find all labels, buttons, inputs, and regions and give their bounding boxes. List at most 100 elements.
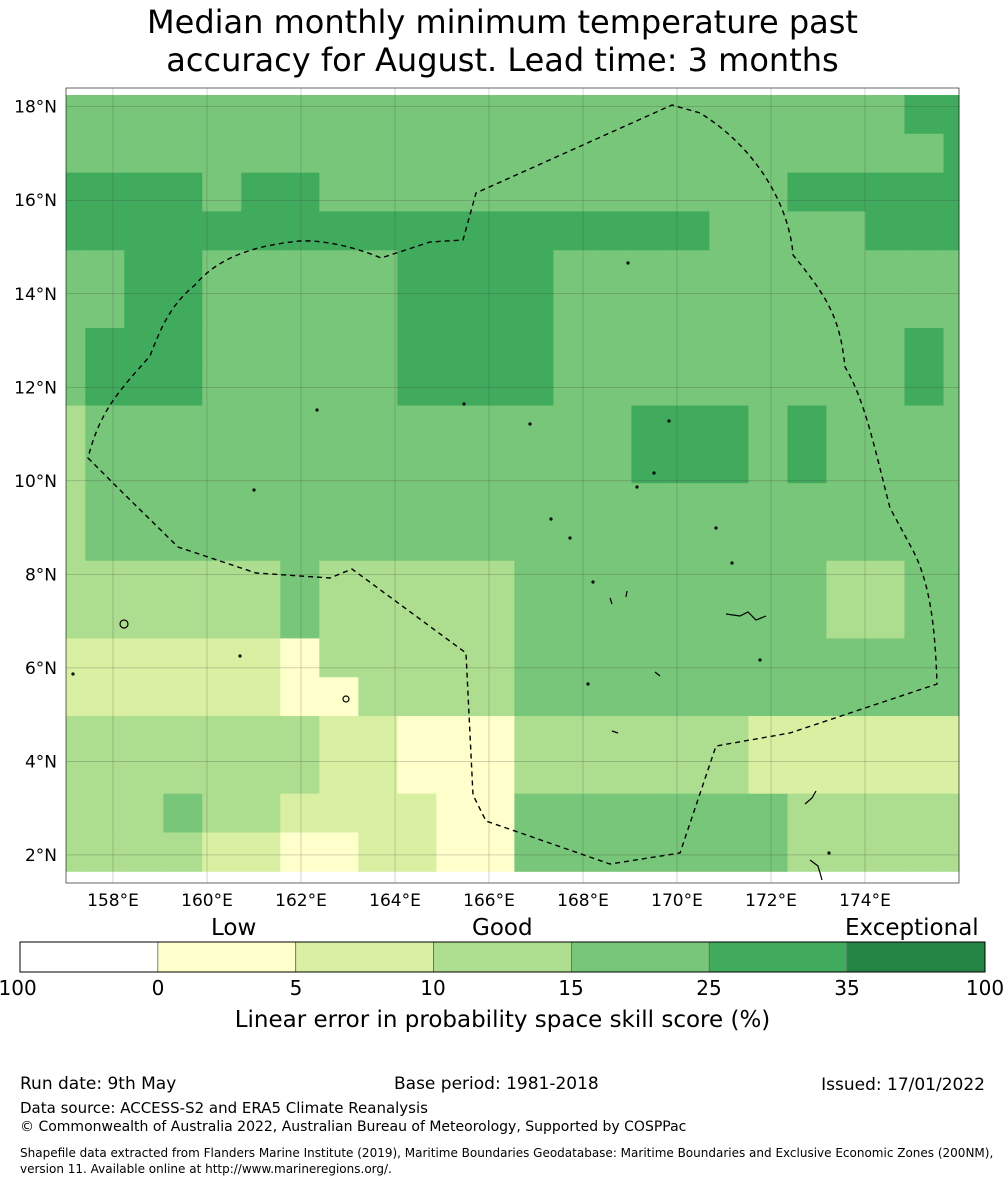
skill-cell xyxy=(319,327,359,368)
skill-cell xyxy=(475,716,515,756)
skill-cell xyxy=(241,754,281,795)
skill-cell xyxy=(709,832,749,872)
skill-cell xyxy=(280,716,320,756)
skill-cell xyxy=(631,405,671,445)
skill-cell xyxy=(826,638,866,678)
skill-cell xyxy=(631,95,671,135)
skill-cell xyxy=(904,754,944,795)
skill-cell xyxy=(943,250,960,290)
skill-cell xyxy=(709,754,749,795)
longitude-tick-label: 170°E xyxy=(651,891,703,911)
skill-cell xyxy=(241,95,281,135)
skill-cell xyxy=(66,172,86,212)
skill-cell xyxy=(943,327,960,368)
skill-cell xyxy=(553,289,593,329)
skill-cell xyxy=(553,754,593,795)
skill-cell xyxy=(124,832,164,872)
skill-cell xyxy=(241,289,281,329)
skill-cell xyxy=(124,327,164,368)
skill-cell xyxy=(241,560,281,601)
skill-cell xyxy=(202,133,242,174)
skill-cell xyxy=(85,444,125,484)
skill-cell xyxy=(319,250,359,290)
run-date: Run date: 9th May xyxy=(20,1074,177,1094)
skill-cell xyxy=(709,638,749,678)
skill-cell xyxy=(124,172,164,212)
skill-cell xyxy=(163,754,203,795)
skill-cell xyxy=(865,289,905,329)
skill-cell xyxy=(787,366,827,407)
issued-date: Issued: 17/01/2022 xyxy=(821,1075,985,1095)
latitude-tick-label: 4°N xyxy=(25,752,57,772)
skill-cell xyxy=(202,289,242,329)
skill-cell xyxy=(592,172,632,212)
skill-cell xyxy=(397,716,437,756)
skill-cell xyxy=(592,250,632,290)
skill-cell xyxy=(592,211,632,251)
skill-cell xyxy=(553,521,593,562)
skill-cell xyxy=(358,599,398,639)
skill-cell xyxy=(787,133,827,174)
skill-cell xyxy=(280,327,320,368)
skill-cell xyxy=(397,599,437,639)
skill-cell xyxy=(202,677,242,717)
skill-cell xyxy=(553,211,593,251)
skill-cell xyxy=(865,327,905,368)
skill-cell xyxy=(670,405,710,445)
skill-cell xyxy=(202,638,242,678)
skill-cell xyxy=(709,677,749,717)
skill-cell xyxy=(748,832,788,872)
skill-cell xyxy=(202,599,242,639)
skill-cell xyxy=(85,560,125,601)
colorbar-tick: 15 xyxy=(558,976,584,1000)
skill-cell xyxy=(709,716,749,756)
skill-cell xyxy=(670,677,710,717)
skill-cell xyxy=(358,405,398,445)
skill-cell xyxy=(319,793,359,833)
skill-cell xyxy=(748,250,788,290)
skill-cell xyxy=(241,444,281,484)
skill-cell xyxy=(553,95,593,135)
skill-cell xyxy=(475,832,515,872)
skill-cell xyxy=(904,638,944,678)
skill-cell xyxy=(748,289,788,329)
skill-cell xyxy=(202,754,242,795)
skill-cell xyxy=(124,289,164,329)
latitude-tick-label: 6°N xyxy=(25,659,57,679)
skill-cell xyxy=(826,95,866,135)
colorbar-tick: 5 xyxy=(289,976,303,1000)
skill-cell xyxy=(592,832,632,872)
latitude-tick-label: 2°N xyxy=(25,846,57,866)
skill-cell xyxy=(748,560,788,601)
skill-cell xyxy=(865,716,905,756)
skill-cell xyxy=(66,327,86,368)
skill-cell xyxy=(280,599,320,639)
skill-cell xyxy=(85,133,125,174)
skill-cell xyxy=(280,444,320,484)
skill-cell xyxy=(592,599,632,639)
skill-cell xyxy=(124,793,164,833)
skill-cell xyxy=(826,560,866,601)
skill-cell xyxy=(319,405,359,445)
skill-cell xyxy=(163,172,203,212)
data-source: Data source: ACCESS-S2 and ERA5 Climate … xyxy=(20,1099,428,1117)
skill-cell xyxy=(241,677,281,717)
skill-cell xyxy=(592,793,632,833)
skill-cell xyxy=(436,172,476,212)
skill-cell xyxy=(631,483,671,523)
latitude-tick-label: 8°N xyxy=(25,565,57,585)
skill-cell xyxy=(163,638,203,678)
skill-cell xyxy=(514,754,554,795)
skill-cell xyxy=(163,599,203,639)
skill-cell xyxy=(670,599,710,639)
skill-cell xyxy=(163,793,203,833)
skill-cell xyxy=(553,677,593,717)
skill-cell xyxy=(397,560,437,601)
skill-cell xyxy=(592,754,632,795)
skill-cell xyxy=(787,327,827,368)
skill-cell xyxy=(66,521,86,562)
skill-cell xyxy=(66,405,86,445)
skill-cell xyxy=(592,95,632,135)
skill-cell xyxy=(280,405,320,445)
